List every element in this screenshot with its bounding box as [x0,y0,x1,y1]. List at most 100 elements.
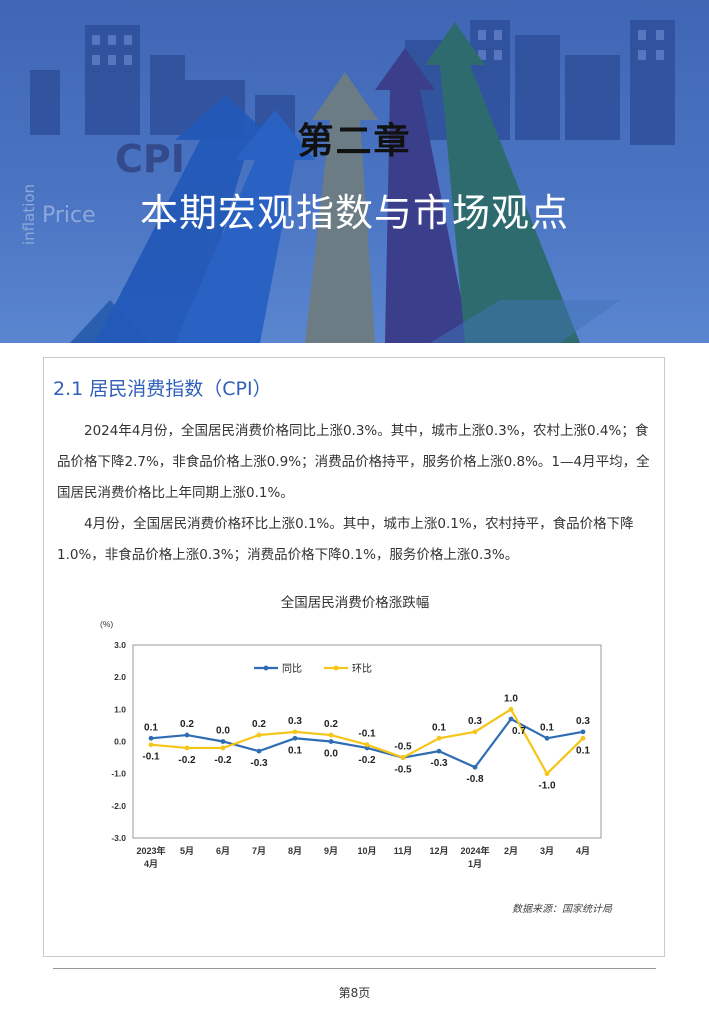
legend-marker [263,665,269,671]
data-point [580,735,586,741]
data-point [148,735,154,741]
data-point [292,735,298,741]
data-label-yoy: 0.1 [144,722,158,733]
data-label-mom: 0.2 [252,719,266,730]
data-point [364,742,370,748]
y-tick-label: -1.0 [111,769,126,779]
x-tick-label: 4月 [576,846,590,856]
data-point [508,706,514,712]
data-label-mom: 0.3 [468,716,482,727]
data-point [436,748,442,754]
data-labels: 0.1 -0.1 0.2 -0.2 0.0 -0.2 -0.3 0.2 0.1 0.3 0.0 0.2… [142,693,590,791]
content-card: 2.1 居民消费指数（CPI） 2024年4月份，全国居民消费价格同比上涨0.3… [43,357,665,957]
y-tick-label: 2.0 [114,672,126,682]
data-point [220,739,226,744]
data-point [544,771,550,777]
plot-frame [132,644,602,839]
data-label-yoy: -0.8 [466,774,484,785]
data-label-mom: 0.3 [288,716,302,727]
data-label-mom: -0.2 [178,755,196,766]
cpi-line-chart: (%) 3.0 2.0 1.0 0.0 -1.0 -2.0 -3.0 2023年 4月 5月 6月… [100,619,602,869]
page-number: 第8页 [338,986,371,1000]
data-point [220,745,226,751]
data-point [580,729,586,735]
data-label-yoy: -0.3 [430,758,448,769]
data-point [508,716,514,722]
data-label-mom: 0.2 [324,719,338,730]
data-label-mom: -0.1 [358,729,376,740]
data-label-mom: 0.1 [576,745,590,756]
data-point [184,745,190,751]
data-label-yoy: 0.1 [288,745,302,756]
x-axis-ticks: 2023年 4月 5月 6月 7月 8月 9月 10月 11月 12月 2024年 1月 2月 3月 4月 [136,845,590,869]
chapter-subtitle: 本期宏观指数与市场观点 [139,191,569,235]
x-tick-label: 2024年 [460,845,489,856]
data-label-yoy: 0.3 [576,716,590,727]
word-price: Price [42,203,96,228]
word-cpi: CPI [115,137,185,181]
data-point [256,732,262,738]
chart-legend: 同比 环比 [254,663,372,675]
paragraph-yoy: 2024年4月份，全国居民消费价格同比上涨0.3%。其中，城市上涨0.3%，农村… [57,423,650,501]
data-label-yoy: -0.3 [250,758,268,769]
data-point [472,729,478,735]
x-tick-label: 9月 [324,846,338,856]
y-axis-ticks: 3.0 2.0 1.0 0.0 -1.0 -2.0 -3.0 [111,640,126,843]
word-inflation: inflation [20,184,38,245]
x-tick-label: 10月 [357,846,376,856]
data-label-mom: 1.0 [504,693,518,704]
data-point [328,732,334,738]
data-point [436,735,442,741]
data-point [184,732,190,738]
y-tick-label: 1.0 [114,704,126,714]
x-tick-label: 1月 [468,859,482,869]
data-label-yoy: -0.2 [358,755,376,766]
data-point [472,764,478,770]
y-tick-label: 0.0 [114,737,126,747]
chapter-heading: 第二章 [297,121,412,162]
y-tick-label: -2.0 [111,801,126,811]
x-tick-label: 12月 [429,846,448,856]
data-point [400,755,406,760]
x-tick-label: 8月 [288,846,302,856]
x-tick-label: 2023年 [136,845,165,856]
data-label-yoy: 0.0 [216,726,230,737]
data-point [148,742,154,748]
chart-series [148,706,586,777]
section-title: 2.1 居民消费指数（CPI） [53,378,272,400]
data-label-yoy: 0.7 [512,726,526,737]
footer-divider [53,968,656,969]
data-point [256,748,262,754]
data-label-mom: -0.2 [214,755,232,766]
data-point [544,735,550,741]
data-point [292,729,298,735]
rising-arrows-icon [70,22,620,343]
legend-marker [333,665,339,671]
x-tick-label: 5月 [180,846,194,856]
banner-illustration: CPI Price inflation biases [20,20,675,343]
data-label-mom: -0.5 [394,765,412,776]
data-label-mom: 0.1 [432,722,446,733]
x-tick-label: 4月 [144,859,158,869]
chapter-banner: CPI Price inflation biases 第二章 本期宏观指数与市场… [0,0,709,343]
legend-label: 同比 [282,663,302,675]
paragraph-mom: 4月份，全国居民消费价格环比上涨0.1%。其中，城市上涨0.1%，农村持平，食品… [57,516,634,563]
data-source: 数据来源：国家统计局 [512,904,612,915]
data-label-yoy: 0.2 [180,719,194,730]
data-label-mom: -0.1 [142,752,160,763]
data-label-yoy: 0.1 [540,722,554,733]
data-label-yoy: 0.0 [324,749,338,760]
legend-label: 环比 [352,663,372,675]
x-tick-label: 6月 [216,846,230,856]
y-tick-label: -3.0 [111,833,126,843]
data-label-mom: -1.0 [538,781,556,792]
x-tick-label: 2月 [504,846,518,856]
data-label-yoy: -0.5 [394,742,412,753]
x-tick-label: 3月 [540,846,554,856]
chart-title: 全国居民消费价格涨跌幅 [280,595,430,611]
x-tick-label: 11月 [394,846,413,856]
data-point [328,739,334,744]
y-axis-unit: (%) [100,619,113,629]
y-tick-label: 3.0 [114,640,126,650]
x-tick-label: 7月 [252,846,266,856]
